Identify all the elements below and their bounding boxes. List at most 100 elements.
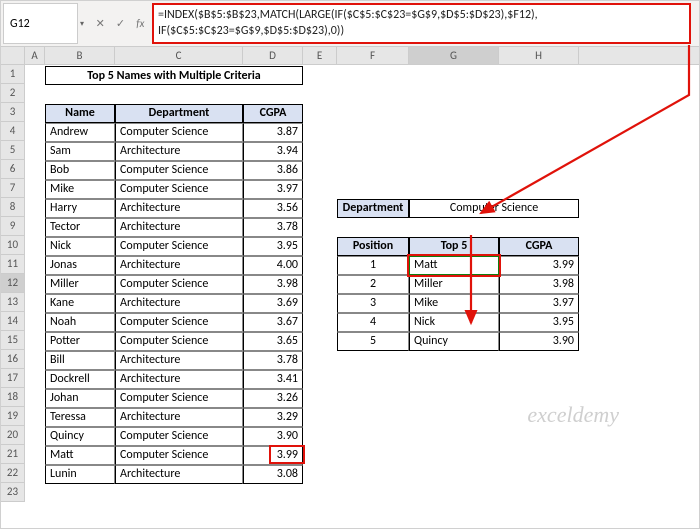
main-cell-cgpa[interactable]: 3.97 (243, 180, 303, 199)
row-header[interactable]: 5 (1, 141, 25, 160)
main-cell-cgpa[interactable]: 4.00 (243, 256, 303, 275)
main-cell-name[interactable]: Miller (45, 275, 115, 294)
row-header[interactable]: 18 (1, 388, 25, 407)
row-header[interactable]: 20 (1, 426, 25, 445)
main-cell-dept[interactable]: Computer Science (115, 313, 243, 332)
active-cell[interactable] (409, 256, 499, 275)
main-cell-dept[interactable]: Architecture (115, 351, 243, 370)
main-cell-dept[interactable]: Architecture (115, 294, 243, 313)
cancel-icon[interactable]: ✕ (96, 17, 105, 30)
main-cell-dept[interactable]: Architecture (115, 408, 243, 427)
side-cell-cgpa[interactable]: 3.97 (499, 294, 579, 313)
row-header[interactable]: 10 (1, 236, 25, 255)
main-cell-cgpa[interactable]: 3.56 (243, 199, 303, 218)
side-cell-pos[interactable]: 3 (337, 294, 409, 313)
col-header-a[interactable]: A (25, 47, 45, 64)
main-cell-cgpa[interactable]: 3.78 (243, 218, 303, 237)
main-cell-cgpa[interactable]: 3.65 (243, 332, 303, 351)
side-cell-cgpa[interactable]: 3.99 (499, 256, 579, 275)
side-cell-top5[interactable]: Quincy (409, 332, 499, 351)
main-cell-name[interactable]: Kane (45, 294, 115, 313)
side-cell-top5[interactable]: Nick (409, 313, 499, 332)
main-cell-dept[interactable]: Architecture (115, 370, 243, 389)
main-cell-cgpa[interactable]: 3.98 (243, 275, 303, 294)
main-cell-cgpa[interactable]: 3.67 (243, 313, 303, 332)
main-cell-dept[interactable]: Architecture (115, 465, 243, 484)
main-cell-name[interactable]: Potter (45, 332, 115, 351)
main-cell-cgpa[interactable]: 3.94 (243, 142, 303, 161)
col-header-d[interactable]: D (243, 47, 303, 64)
col-header-e[interactable]: E (303, 47, 337, 64)
main-cell-name[interactable]: Sam (45, 142, 115, 161)
main-cell-cgpa[interactable]: 3.90 (243, 427, 303, 446)
main-cell-cgpa[interactable]: 3.99 (243, 446, 303, 465)
side-cell-top5[interactable]: Miller (409, 275, 499, 294)
main-cell-name[interactable]: Bob (45, 161, 115, 180)
side-cell-pos[interactable]: 4 (337, 313, 409, 332)
main-cell-dept[interactable]: Computer Science (115, 427, 243, 446)
main-cell-cgpa[interactable]: 3.08 (243, 465, 303, 484)
main-cell-dept[interactable]: Architecture (115, 256, 243, 275)
row-header[interactable]: 7 (1, 179, 25, 198)
row-header[interactable]: 4 (1, 122, 25, 141)
main-cell-name[interactable]: Nick (45, 237, 115, 256)
row-header[interactable]: 23 (1, 483, 25, 502)
main-cell-dept[interactable]: Computer Science (115, 180, 243, 199)
side-cell-pos[interactable]: 1 (337, 256, 409, 275)
main-cell-cgpa[interactable]: 3.41 (243, 370, 303, 389)
row-header[interactable]: 14 (1, 312, 25, 331)
main-cell-cgpa[interactable]: 3.69 (243, 294, 303, 313)
main-cell-dept[interactable]: Computer Science (115, 275, 243, 294)
main-cell-dept[interactable]: Computer Science (115, 446, 243, 465)
side-cell-cgpa[interactable]: 3.95 (499, 313, 579, 332)
name-box-dropdown[interactable]: ▾ (80, 1, 90, 46)
col-header-h[interactable]: H (499, 47, 579, 64)
enter-icon[interactable]: ✓ (116, 17, 125, 30)
main-cell-name[interactable]: Quincy (45, 427, 115, 446)
side-dept-value[interactable]: Computer Science (409, 199, 579, 218)
col-header-f[interactable]: F (337, 47, 409, 64)
main-cell-name[interactable]: Harry (45, 199, 115, 218)
row-header[interactable]: 3 (1, 103, 25, 122)
col-header-b[interactable]: B (45, 47, 115, 64)
row-header[interactable]: 1 (1, 65, 25, 84)
main-cell-name[interactable]: Jonas (45, 256, 115, 275)
main-cell-name[interactable]: Bill (45, 351, 115, 370)
row-header[interactable]: 16 (1, 350, 25, 369)
fx-icon[interactable]: fx (136, 17, 144, 30)
main-cell-name[interactable]: Teressa (45, 408, 115, 427)
main-cell-name[interactable]: Andrew (45, 123, 115, 142)
main-cell-dept[interactable]: Computer Science (115, 123, 243, 142)
formula-bar[interactable]: =INDEX($B$5:$B$23,MATCH(LARGE(IF($C$5:$C… (152, 3, 691, 44)
side-cell-cgpa[interactable]: 3.90 (499, 332, 579, 351)
main-cell-name[interactable]: Noah (45, 313, 115, 332)
main-cell-cgpa[interactable]: 3.95 (243, 237, 303, 256)
main-cell-cgpa[interactable]: 3.87 (243, 123, 303, 142)
row-header[interactable]: 17 (1, 369, 25, 388)
main-cell-cgpa[interactable]: 3.26 (243, 389, 303, 408)
row-header[interactable]: 8 (1, 198, 25, 217)
row-header[interactable]: 21 (1, 445, 25, 464)
main-cell-cgpa[interactable]: 3.29 (243, 408, 303, 427)
main-cell-name[interactable]: Johan (45, 389, 115, 408)
main-cell-dept[interactable]: Computer Science (115, 389, 243, 408)
main-cell-name[interactable]: Mike (45, 180, 115, 199)
side-cell-top5[interactable]: Mike (409, 294, 499, 313)
main-cell-cgpa[interactable]: 3.86 (243, 161, 303, 180)
main-cell-name[interactable]: Lunin (45, 465, 115, 484)
main-cell-dept[interactable]: Architecture (115, 142, 243, 161)
row-header[interactable]: 19 (1, 407, 25, 426)
select-all-corner[interactable] (1, 47, 25, 64)
col-header-g[interactable]: G (409, 47, 499, 64)
main-cell-cgpa[interactable]: 3.78 (243, 351, 303, 370)
row-header[interactable]: 11 (1, 255, 25, 274)
row-header[interactable]: 15 (1, 331, 25, 350)
main-cell-dept[interactable]: Architecture (115, 218, 243, 237)
main-cell-name[interactable]: Dockrell (45, 370, 115, 389)
side-cell-pos[interactable]: 2 (337, 275, 409, 294)
row-header[interactable]: 2 (1, 84, 25, 103)
main-cell-dept[interactable]: Computer Science (115, 237, 243, 256)
row-header[interactable]: 9 (1, 217, 25, 236)
main-cell-dept[interactable]: Architecture (115, 199, 243, 218)
row-header[interactable]: 12 (1, 274, 25, 293)
